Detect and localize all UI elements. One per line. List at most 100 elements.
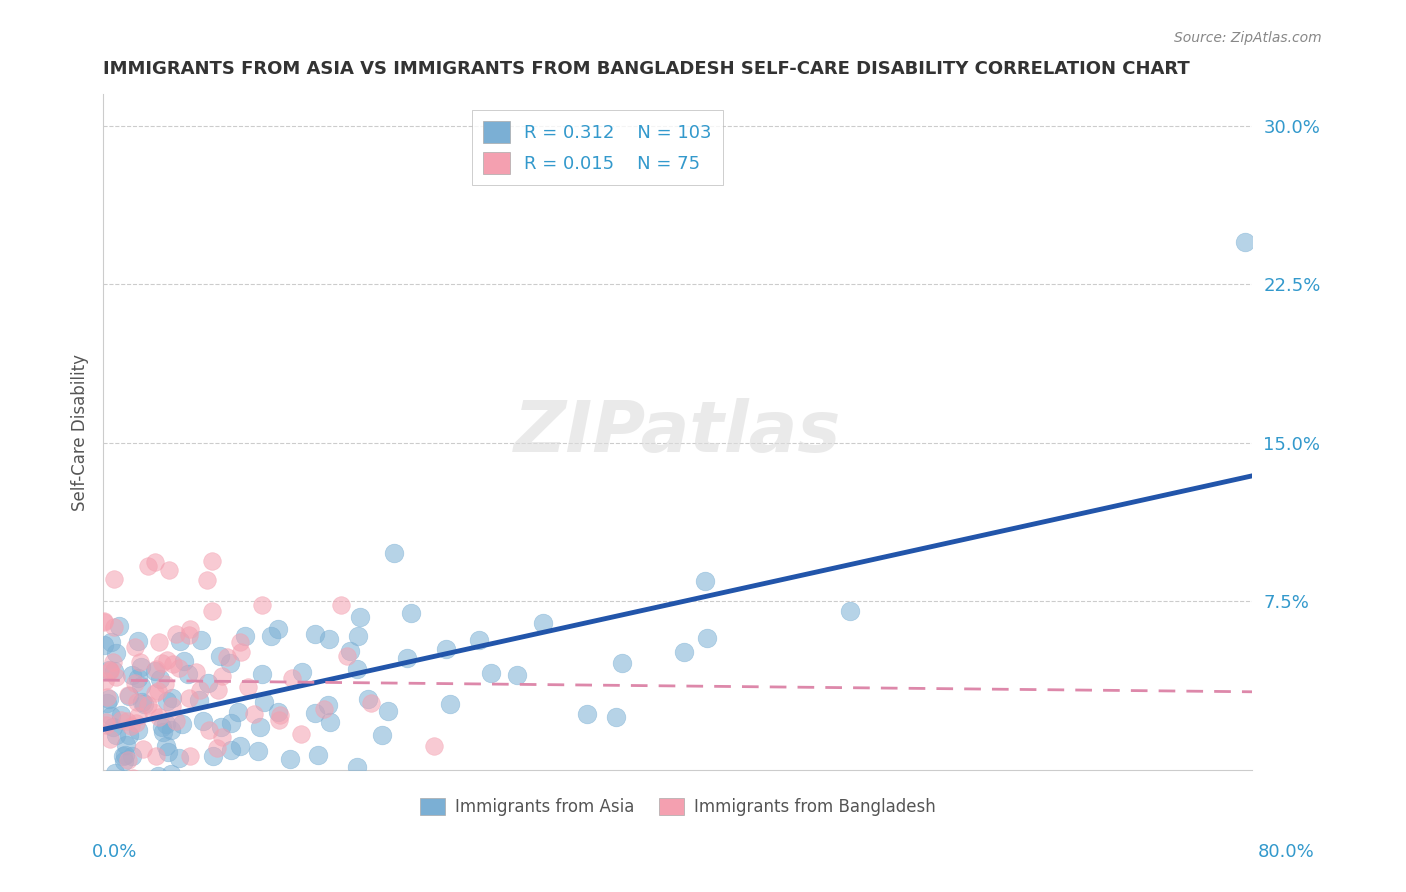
Point xyxy=(100,732,122,747)
Point xyxy=(145,662,167,676)
Text: 0.0%: 0.0% xyxy=(91,843,136,861)
Y-axis label: Self-Care Disability: Self-Care Disability xyxy=(72,354,89,511)
Point xyxy=(346,662,368,676)
Point xyxy=(605,710,627,724)
Point xyxy=(162,657,184,671)
Text: 80.0%: 80.0% xyxy=(1258,843,1315,861)
Point xyxy=(105,646,128,660)
Point xyxy=(396,650,419,665)
Point xyxy=(94,715,117,730)
Point xyxy=(125,695,148,709)
Point xyxy=(304,706,326,720)
Point xyxy=(209,648,232,663)
Point xyxy=(217,650,239,665)
Point xyxy=(148,634,170,648)
Point xyxy=(103,665,125,679)
Point xyxy=(134,697,156,711)
Point xyxy=(157,563,180,577)
Point xyxy=(229,644,252,658)
Point xyxy=(132,742,155,756)
Point xyxy=(211,730,233,744)
Point xyxy=(150,656,173,670)
Point xyxy=(191,714,214,728)
Point xyxy=(156,694,179,708)
Point xyxy=(233,629,256,643)
Point xyxy=(347,629,370,643)
Point xyxy=(218,657,240,671)
Point xyxy=(108,618,131,632)
Point xyxy=(97,663,120,677)
Point xyxy=(209,720,232,734)
Point xyxy=(249,772,271,787)
Point xyxy=(177,627,200,641)
Point xyxy=(165,627,187,641)
Point xyxy=(110,713,132,727)
Point xyxy=(103,573,125,587)
Point xyxy=(207,683,229,698)
Point xyxy=(267,713,290,727)
Point xyxy=(236,680,259,694)
Point xyxy=(173,654,195,668)
Point xyxy=(112,754,135,768)
Text: ZIPatlas: ZIPatlas xyxy=(515,398,841,467)
Point xyxy=(128,655,150,669)
Point xyxy=(104,765,127,780)
Point xyxy=(129,660,152,674)
Point xyxy=(114,738,136,752)
Point xyxy=(170,717,193,731)
Point xyxy=(156,745,179,759)
Point xyxy=(291,665,314,679)
Point xyxy=(217,773,239,788)
Point xyxy=(136,698,159,712)
Point xyxy=(127,633,149,648)
Point xyxy=(304,627,326,641)
Point xyxy=(110,708,132,723)
Point xyxy=(349,610,371,624)
Point xyxy=(94,673,117,688)
Point xyxy=(117,753,139,767)
Point xyxy=(127,671,149,685)
Point xyxy=(121,772,143,786)
Point xyxy=(143,686,166,700)
Point xyxy=(229,634,252,648)
Point xyxy=(127,709,149,723)
Point xyxy=(120,719,142,733)
Point xyxy=(197,675,219,690)
Point xyxy=(103,620,125,634)
Point xyxy=(610,656,633,670)
Point xyxy=(339,644,361,658)
Point xyxy=(266,705,288,719)
Point xyxy=(202,749,225,764)
Point xyxy=(839,604,862,618)
Point xyxy=(146,769,169,783)
Point xyxy=(253,695,276,709)
Point xyxy=(153,677,176,691)
Point xyxy=(167,660,190,674)
Point xyxy=(146,683,169,698)
Point xyxy=(219,743,242,757)
Legend: Immigrants from Asia, Immigrants from Bangladesh: Immigrants from Asia, Immigrants from Ba… xyxy=(413,791,942,822)
Point xyxy=(98,664,121,678)
Point xyxy=(357,691,380,706)
Point xyxy=(111,748,134,763)
Point xyxy=(118,690,141,704)
Point xyxy=(201,604,224,618)
Point xyxy=(105,670,128,684)
Point xyxy=(468,632,491,647)
Point xyxy=(177,691,200,706)
Point xyxy=(281,671,304,685)
Point xyxy=(160,723,183,737)
Point xyxy=(346,760,368,774)
Point xyxy=(531,616,554,631)
Point xyxy=(254,773,277,788)
Point xyxy=(148,709,170,723)
Point xyxy=(211,669,233,683)
Point xyxy=(179,622,201,636)
Point xyxy=(307,747,329,762)
Point xyxy=(673,645,696,659)
Point xyxy=(184,665,207,680)
Point xyxy=(124,640,146,654)
Point xyxy=(318,632,340,646)
Point xyxy=(197,723,219,738)
Point xyxy=(124,773,146,788)
